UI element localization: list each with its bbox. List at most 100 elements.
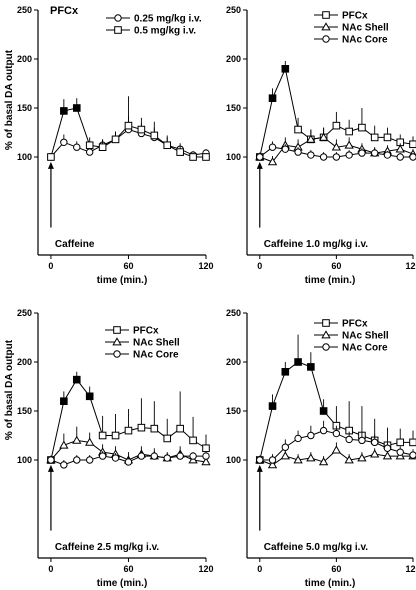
data-point	[331, 142, 342, 151]
data-point	[268, 143, 277, 151]
panel-1: 100 150 200 250 0 60 120 time (min.) PFCx Caffein…	[17, 5, 214, 286]
legend-marker	[322, 319, 330, 327]
data-point	[111, 431, 120, 440]
x-axis-title: time (min.)	[305, 275, 356, 286]
data-point	[176, 452, 184, 460]
x-tick-label: 60	[331, 261, 341, 271]
data-point	[345, 127, 353, 136]
data-point	[307, 151, 315, 159]
data-point	[137, 452, 146, 460]
data-point	[72, 435, 82, 444]
caffeine-arrow-head	[256, 464, 263, 472]
legend-marker	[322, 343, 330, 351]
data-point	[318, 132, 329, 141]
x-tick-label: 120	[198, 261, 213, 271]
data-point	[383, 133, 392, 142]
data-point	[294, 148, 302, 156]
x-tick-label: 60	[123, 261, 133, 271]
data-point	[189, 452, 197, 460]
data-point	[293, 455, 303, 464]
legend-label: NAc Core	[342, 343, 388, 354]
data-point	[396, 153, 404, 161]
panel-3: 100 150 200 250 0 60 120 time (min.) Caffeine 2.…	[17, 308, 214, 589]
y-tick-label: 200	[226, 54, 241, 64]
y-tick-label: 150	[226, 406, 241, 416]
data-point	[256, 153, 264, 161]
data-point	[395, 144, 405, 153]
data-point	[294, 434, 302, 443]
data-point	[189, 153, 197, 161]
data-point	[137, 125, 146, 134]
data-point	[409, 153, 416, 161]
legend-marker	[321, 22, 331, 31]
data-point	[409, 140, 416, 149]
data-point	[319, 153, 328, 161]
series-square	[47, 96, 210, 161]
data-point	[60, 461, 68, 469]
data-point	[306, 134, 316, 143]
data-point	[294, 125, 302, 134]
data-point	[111, 454, 120, 462]
data-point	[358, 436, 366, 445]
data-point	[189, 436, 197, 445]
data-point	[124, 121, 133, 130]
data-point	[163, 454, 171, 462]
legend-label: 0.5 mg/kg i.v.	[134, 26, 196, 37]
data-point	[294, 358, 302, 366]
series-circle	[256, 141, 416, 161]
data-point	[150, 452, 159, 460]
data-point	[85, 437, 95, 446]
x-tick-label: 120	[198, 564, 213, 574]
data-point	[331, 445, 342, 454]
data-point	[59, 440, 69, 449]
data-point	[345, 435, 353, 444]
data-point	[124, 458, 133, 466]
y-tick-label: 100	[226, 455, 241, 465]
legend-label: NAc Shell	[342, 23, 389, 34]
y-tick-label: 100	[17, 152, 32, 162]
data-point	[85, 392, 94, 401]
data-point	[358, 123, 366, 132]
data-point	[163, 141, 172, 150]
legend-marker	[114, 26, 122, 34]
data-point	[163, 434, 172, 443]
y-axis-title-bottom: % of basal DA output	[4, 339, 15, 440]
y-tick-label: 200	[17, 54, 32, 64]
data-point	[344, 140, 354, 149]
series-circle	[47, 451, 210, 469]
data-point	[345, 151, 353, 159]
data-point	[267, 157, 278, 166]
data-point	[281, 145, 290, 153]
x-tick-label: 60	[123, 564, 133, 574]
data-point	[202, 444, 210, 453]
data-point	[409, 451, 416, 459]
data-point	[281, 65, 290, 73]
series-circle	[256, 420, 416, 464]
caffeine-annotation: Caffeine 5.0 mg/kg i.v.	[264, 542, 369, 553]
legend-label: NAc Core	[133, 350, 179, 361]
data-point	[72, 375, 81, 384]
caffeine-annotation: Caffeine 1.0 mg/kg i.v.	[264, 239, 369, 250]
y-tick-label: 250	[226, 308, 241, 318]
x-tick-label: 60	[331, 564, 341, 574]
data-point	[60, 397, 68, 405]
data-point	[383, 151, 392, 159]
data-point	[280, 451, 290, 460]
data-point	[319, 407, 328, 415]
legend-marker	[114, 14, 122, 22]
data-point	[202, 153, 210, 161]
legend-label: PFCx	[133, 326, 159, 337]
data-point	[85, 456, 94, 464]
y-tick-label: 100	[17, 455, 32, 465]
y-tick-label: 250	[226, 5, 241, 15]
data-point	[73, 143, 81, 151]
legend-label: NAc Shell	[133, 338, 180, 349]
y-axis-title-top: % of basal DA output	[4, 49, 15, 150]
series-square	[47, 371, 210, 464]
data-point	[98, 143, 107, 151]
data-point	[98, 452, 107, 460]
legend-marker	[112, 337, 122, 346]
x-tick-label: 0	[257, 261, 262, 271]
data-point	[150, 131, 159, 140]
data-point	[47, 153, 55, 161]
